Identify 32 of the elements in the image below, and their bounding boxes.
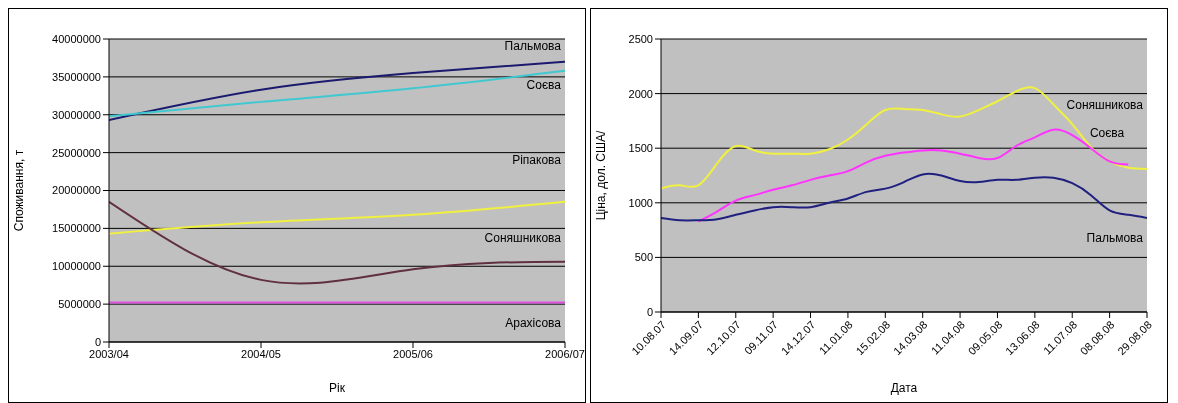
y-tick-label: 30000000	[52, 108, 101, 121]
x-axis-title: Рік	[329, 381, 346, 395]
y-tick-label: 1500	[628, 142, 653, 155]
series-label: Соняшникова	[484, 230, 562, 245]
line-series	[697, 128, 1130, 223]
series-label: Соняшникова	[1066, 97, 1144, 112]
y-tick-label: 10000000	[52, 260, 101, 273]
y-axis-title: Споживання, т	[12, 149, 27, 232]
series-label: Пальмова	[1086, 231, 1144, 246]
series-label: Пальмова	[504, 38, 562, 53]
series-label: Соєва	[526, 77, 562, 92]
y-tick-label: 0	[646, 305, 653, 318]
series-label: Соєва	[1089, 125, 1125, 140]
y-axis-title: Ціна, дол. США/	[594, 130, 609, 221]
y-tick-label: 2000	[628, 87, 653, 100]
y-tick-label: 20000000	[52, 184, 101, 197]
x-tick-label: 2005/06	[393, 347, 433, 360]
y-tick-label: 500	[634, 251, 653, 264]
x-tick-label: 2004/05	[241, 347, 281, 360]
y-tick-label: 40000000	[52, 32, 101, 45]
y-tick-label: 2500	[628, 32, 653, 45]
x-tick-label: 2003/04	[89, 347, 129, 360]
y-tick-label: 1000	[628, 196, 653, 209]
x-axis-title: Дата	[890, 381, 918, 395]
x-tick-label: 2006/07	[545, 347, 585, 360]
text: Ріпакова	[512, 152, 562, 167]
series-label: Арахісова	[505, 315, 562, 330]
y-tick-label: 5000000	[58, 298, 101, 311]
y-tick-label: 0	[94, 335, 101, 348]
y-tick-label: 35000000	[52, 70, 101, 83]
y-tick-label: 25000000	[52, 146, 101, 159]
y-tick-label: 15000000	[52, 222, 101, 235]
